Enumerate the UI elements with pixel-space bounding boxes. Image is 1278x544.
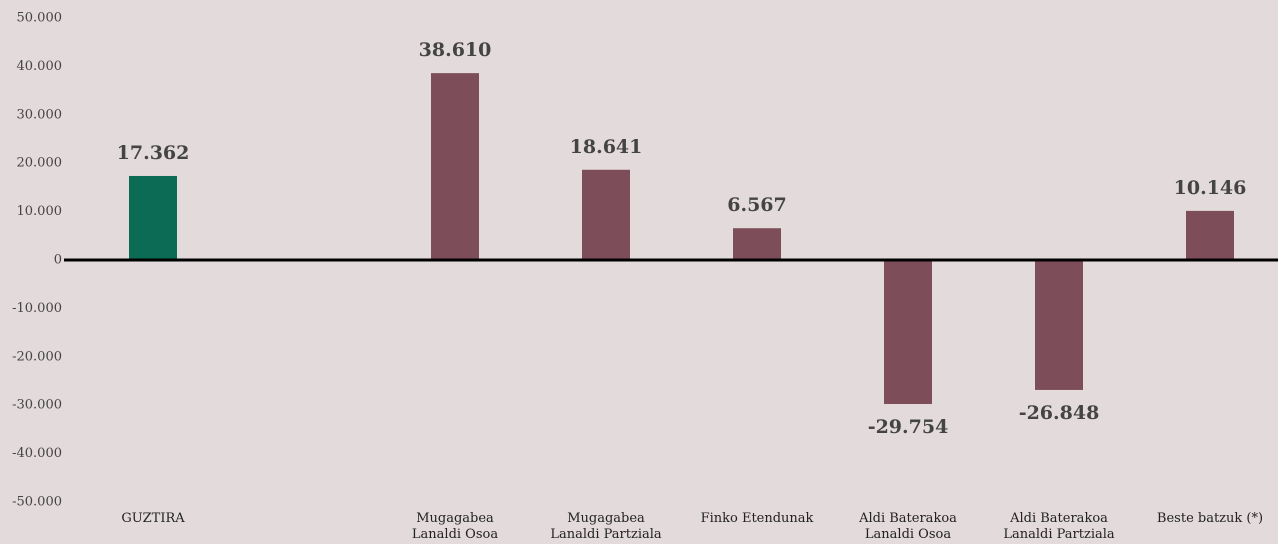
y-tick-label: 40.000 <box>17 59 63 74</box>
value-label: 18.641 <box>570 136 643 158</box>
bar <box>431 73 479 261</box>
value-label: 6.567 <box>727 194 787 216</box>
bar <box>129 175 177 260</box>
y-tick-label: -20.000 <box>12 349 62 364</box>
x-tick-label: Aldi Baterakoa Lanaldi Partziala <box>1003 511 1115 542</box>
bar <box>733 228 781 260</box>
value-label: 17.362 <box>117 142 190 164</box>
y-tick-label: -10.000 <box>12 301 62 316</box>
x-tick-label: GUZTIRA <box>121 511 185 526</box>
y-tick-label: -40.000 <box>12 446 62 461</box>
y-tick-label: 20.000 <box>17 156 63 171</box>
bar <box>884 260 932 405</box>
y-tick-label: 30.000 <box>17 107 63 122</box>
x-tick-label: Mugagabea Lanaldi Partziala <box>550 511 662 542</box>
x-tick-label: Finko Etendunak <box>700 511 814 526</box>
x-tick-label: Aldi Baterakoa Lanaldi Osoa <box>859 511 957 542</box>
y-tick-label: 0 <box>54 253 62 268</box>
bar <box>582 169 630 260</box>
value-label: 10.146 <box>1174 177 1247 199</box>
y-tick-label: 50.000 <box>17 11 63 26</box>
y-tick-label: -50.000 <box>12 495 62 510</box>
value-label: -29.754 <box>868 416 949 438</box>
x-tick-label: Beste batzuk (*) <box>1156 511 1264 526</box>
bar <box>1186 210 1234 260</box>
y-tick-label: -30.000 <box>12 398 62 413</box>
value-label: -26.848 <box>1019 402 1100 424</box>
bar <box>1035 260 1083 390</box>
value-label: 38.610 <box>419 39 492 61</box>
x-tick-label: Mugagabea Lanaldi Osoa <box>411 511 499 542</box>
y-tick-label: 10.000 <box>17 204 63 219</box>
